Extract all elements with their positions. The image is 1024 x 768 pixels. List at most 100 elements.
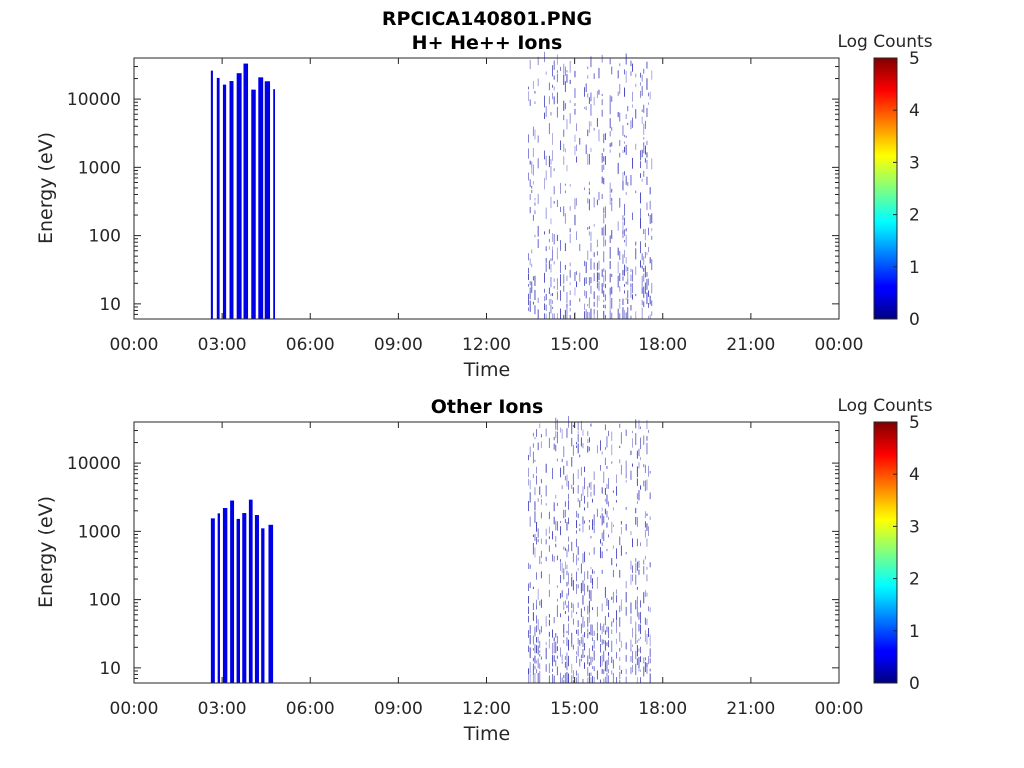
- data-column: [553, 96, 555, 105]
- data-column: [601, 626, 603, 635]
- data-column: [531, 161, 533, 168]
- data-column: [569, 262, 571, 267]
- data-column: [529, 281, 531, 286]
- data-column: [604, 294, 606, 301]
- data-column: [593, 262, 595, 270]
- data-column: [625, 297, 627, 300]
- data-column: [531, 263, 533, 268]
- data-column: [568, 588, 570, 596]
- data-column: [532, 276, 534, 281]
- data-column: [571, 541, 573, 552]
- data-column: [568, 623, 570, 636]
- data-column: [560, 240, 562, 251]
- data-column: [580, 563, 582, 574]
- colorbar-tick-label: 3: [909, 153, 920, 173]
- data-column: [529, 647, 531, 659]
- data-column: [596, 91, 598, 99]
- data-column: [643, 666, 645, 677]
- data-column: [625, 135, 627, 138]
- data-column: [545, 106, 547, 117]
- data-column: [528, 253, 530, 261]
- data-column: [556, 666, 558, 676]
- data-column: [619, 112, 621, 122]
- data-column: [576, 530, 578, 534]
- data-column: [548, 614, 550, 618]
- data-column: [625, 472, 627, 479]
- data-column: [620, 521, 622, 525]
- data-column: [556, 278, 558, 290]
- data-column: [646, 479, 648, 491]
- data-column: [529, 193, 531, 200]
- data-column: [603, 515, 605, 524]
- data-column: [649, 492, 651, 500]
- data-column: [603, 304, 605, 308]
- data-column: [531, 189, 533, 194]
- data-column: [579, 639, 581, 646]
- data-column: [592, 656, 594, 663]
- data-column: [609, 273, 611, 283]
- data-column: [619, 679, 621, 683]
- data-column: [556, 247, 558, 260]
- data-column: [636, 596, 638, 606]
- data-column: [619, 63, 621, 67]
- data-column: [582, 443, 584, 449]
- data-column: [579, 658, 581, 667]
- data-column: [617, 247, 619, 256]
- data-column: [569, 113, 571, 124]
- x-tick-label: 18:00: [638, 335, 687, 355]
- data-column: [536, 475, 538, 485]
- data-column: [563, 568, 565, 580]
- data-column: [588, 613, 590, 623]
- data-column: [553, 234, 555, 245]
- data-column: [646, 202, 648, 210]
- data-column: [646, 61, 648, 69]
- data-column: [553, 516, 555, 525]
- data-column: [651, 213, 653, 224]
- panel-other-ions: Other Ions 00:00 03:00 06:00 09:00 12:00 15:0…: [35, 396, 933, 745]
- data-column: [624, 171, 626, 176]
- data-column: [635, 633, 637, 645]
- data-column: [590, 242, 592, 252]
- data-column: [561, 429, 563, 439]
- data-column: [584, 507, 586, 511]
- data-column: [560, 66, 562, 71]
- data-column: [606, 642, 608, 646]
- data-column: [598, 67, 600, 79]
- data-column: [584, 662, 586, 669]
- data-column: [545, 503, 547, 506]
- data-column: [630, 616, 632, 624]
- data-column: [632, 664, 634, 673]
- data-column: [587, 445, 589, 453]
- data-column: [528, 500, 530, 512]
- data-column: [603, 207, 605, 214]
- data-column: [636, 517, 638, 527]
- data-column: [528, 134, 530, 143]
- data-column: [620, 464, 622, 475]
- data-column: [545, 428, 547, 437]
- data-column: [569, 184, 571, 187]
- data-column: [617, 275, 619, 288]
- data-column: [534, 437, 536, 440]
- data-column: [636, 605, 638, 617]
- data-column: [643, 147, 645, 154]
- data-column: [588, 121, 590, 133]
- data-column: [638, 612, 640, 620]
- data-column: [579, 298, 581, 302]
- data-column: [261, 528, 265, 683]
- data-column: [563, 114, 565, 121]
- data-column: [646, 292, 648, 305]
- data-column: [611, 273, 613, 277]
- data-column: [590, 103, 592, 116]
- data-column: [596, 508, 598, 517]
- data-column: [590, 258, 592, 270]
- data-column: [588, 482, 590, 488]
- data-column: [544, 177, 546, 190]
- data-column: [540, 626, 542, 633]
- data-column: [587, 250, 589, 261]
- data-column: [577, 620, 579, 627]
- data-column: [532, 648, 534, 651]
- data-column: [548, 631, 550, 637]
- data-column: [593, 309, 595, 314]
- data-column: [625, 581, 627, 589]
